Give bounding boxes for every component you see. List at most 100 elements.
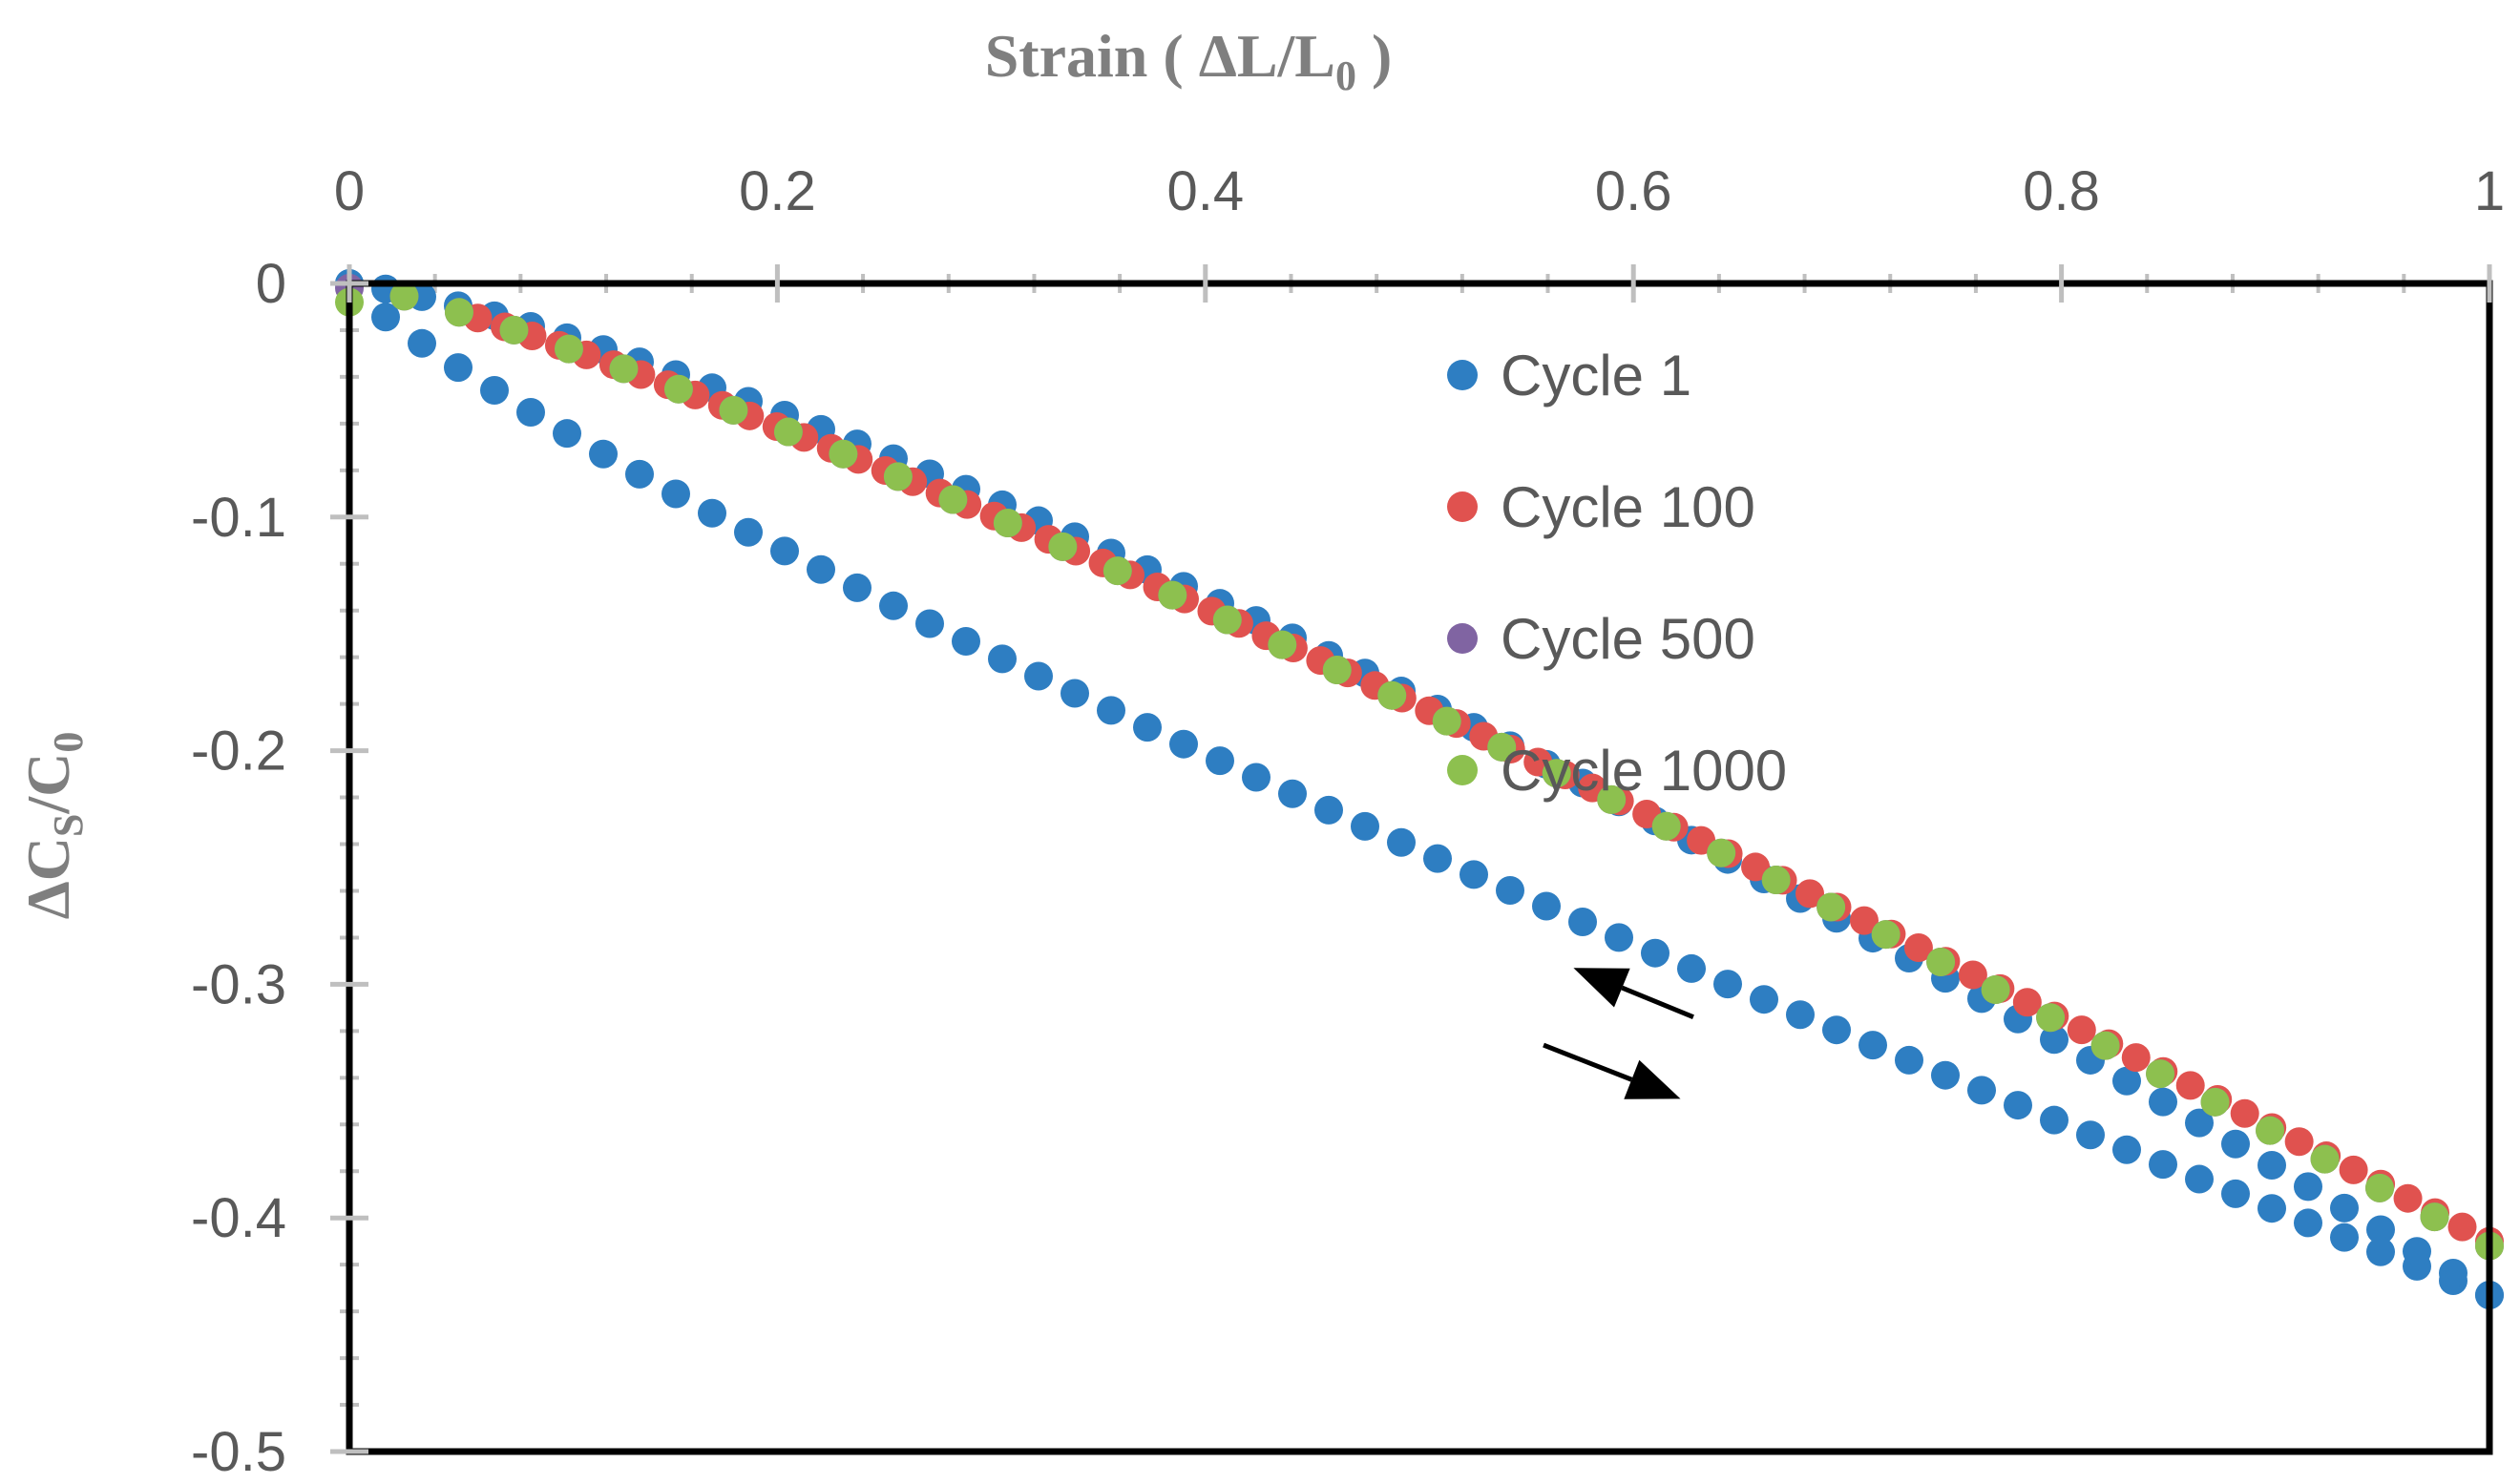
cycle-1-point: [1242, 763, 1270, 792]
cycle-1-point: [1097, 696, 1125, 725]
y-tick-label: 0: [256, 253, 286, 315]
minor-ticks: [340, 274, 2406, 1408]
cycle-1-point: [2366, 1237, 2395, 1266]
x-tick-label: 0: [334, 160, 365, 222]
data-series: [335, 269, 2504, 1309]
x-axis-title-sub: 0: [1335, 52, 1356, 99]
legend: Cycle 1 Cycle 100 Cycle 500 Cycle 1000: [1447, 344, 1787, 803]
cycle-1-point: [2004, 1091, 2032, 1120]
legend-marker: [1447, 623, 1478, 654]
legend-label: Cycle 1000: [1501, 739, 1787, 803]
cycle-1000-point: [938, 485, 968, 514]
y-tick-labels: 0 -0.1 -0.2 -0.3 -0.4 -0.5: [191, 253, 286, 1483]
x-tick-labels: 0 0.2 0.4 0.6 0.8 1: [334, 160, 2505, 222]
plot-area-frame: [346, 280, 2493, 1455]
cycle-1-point: [516, 397, 545, 427]
y-axis-title: ΔCS/C0: [14, 732, 92, 920]
cycle-1-point: [879, 591, 908, 620]
cycle-100-point: [2230, 1098, 2259, 1128]
cycle-100-point: [2393, 1183, 2423, 1213]
cycle-1000-point: [2090, 1031, 2120, 1060]
cycle-1000-point: [1322, 656, 1352, 685]
y-tick-label: -0.4: [191, 1187, 286, 1249]
cycle-1000-point: [829, 439, 858, 469]
cycle-1000-point: [1048, 532, 1078, 561]
cycle-100-point: [1849, 906, 1879, 935]
legend-label: Cycle 100: [1501, 475, 1755, 539]
cycle-1-point: [1568, 907, 1597, 936]
cycle-1-point: [1605, 923, 1633, 952]
cycle-1-point: [2149, 1087, 2177, 1117]
cycle-1-point: [1786, 1000, 1815, 1030]
cycle-1-point: [843, 573, 872, 602]
cycle-1-point: [1496, 875, 1524, 905]
y-axis-title-mid: /C: [14, 753, 82, 815]
y-axis-title-delta: ΔC: [14, 837, 82, 919]
cycle-100-point: [2067, 1015, 2096, 1045]
legend-label: Cycle 500: [1501, 607, 1755, 671]
cycle-1000-point: [389, 282, 419, 311]
unloading-arrow-shaft: [1543, 1042, 1633, 1082]
cycle-100-point: [2339, 1155, 2368, 1184]
direction-arrows: [1543, 968, 1694, 1099]
cycle-100-point: [1741, 852, 1771, 882]
cycle-1-point: [1677, 953, 1706, 983]
x-tick-label: 0.6: [1595, 160, 1672, 222]
cycle-1-point: [1750, 985, 1778, 1014]
cycle-1-point: [2149, 1150, 2177, 1180]
cycle-1000-point: [993, 509, 1022, 538]
cycle-1-point: [2112, 1135, 2141, 1164]
cycle-1-point: [2294, 1172, 2322, 1202]
loading-arrow-shaft: [1621, 985, 1694, 1019]
cycle-1-point: [1314, 795, 1343, 825]
cycle-100-point: [2012, 988, 2042, 1017]
cycle-100-point: [2447, 1212, 2477, 1242]
cycle-1-point: [1423, 844, 1452, 873]
x-tick-label: 1: [2474, 160, 2505, 222]
cycle-1-point: [770, 536, 799, 566]
loading-arrow-head: [1573, 968, 1630, 1008]
cycle-1-point: [371, 303, 400, 332]
cycle-1000-point: [2256, 1116, 2285, 1145]
cycle-100-point: [1796, 879, 1825, 909]
cycle-1000-point: [2036, 1003, 2066, 1033]
cycle-1-point: [1024, 661, 1053, 691]
cycle-1000-point: [1212, 605, 1242, 635]
cycle-1000-point: [1487, 732, 1517, 762]
cycle-100-point: [2284, 1127, 2314, 1157]
cycle-1-point: [2221, 1129, 2250, 1159]
cycle-100-point: [1958, 960, 1987, 990]
cycle-1-point: [952, 627, 980, 657]
cycle-1-point: [1895, 1045, 1923, 1075]
unloading-arrow-head: [1624, 1059, 1681, 1099]
cycle-1-point: [734, 517, 763, 547]
cycle-1000-point: [2146, 1059, 2175, 1089]
cycle-1-point: [2040, 1105, 2068, 1135]
cycle-1-point: [1858, 1031, 1887, 1060]
cycle-1000-point: [1542, 759, 1571, 788]
cycle-1000-point: [2200, 1087, 2230, 1117]
cycle-1-point: [1351, 811, 1379, 841]
cycle-1-point: [1060, 679, 1089, 708]
cycle-1-point: [2185, 1164, 2214, 1194]
cycle-1-point: [1641, 938, 1670, 968]
cycle-1000-point: [1761, 866, 1791, 895]
cycle-1000-point: [1377, 680, 1407, 710]
cycle-1-point: [2330, 1223, 2359, 1252]
cycle-1000-point: [1707, 838, 1736, 867]
cycle-1-point: [2403, 1237, 2431, 1266]
cycle-1-point: [553, 419, 581, 449]
y-tick-label: -0.3: [191, 953, 286, 1015]
cycle-1000-point: [1926, 948, 1956, 977]
cycle-1-point: [1206, 746, 1234, 776]
cycle-1-point: [2221, 1179, 2250, 1208]
x-axis-title-main: Strain ( ΔL/L: [985, 22, 1335, 90]
cycle-1-point: [2366, 1215, 2395, 1244]
legend-marker: [1447, 755, 1478, 785]
y-axis-title-sub2: 0: [45, 732, 92, 753]
cycle-1000-point: [1981, 975, 2010, 1005]
cycle-1-point: [2330, 1193, 2359, 1223]
legend-marker: [1447, 360, 1478, 390]
cycle-1000-point: [719, 395, 748, 425]
cycle-1-point: [662, 479, 690, 509]
